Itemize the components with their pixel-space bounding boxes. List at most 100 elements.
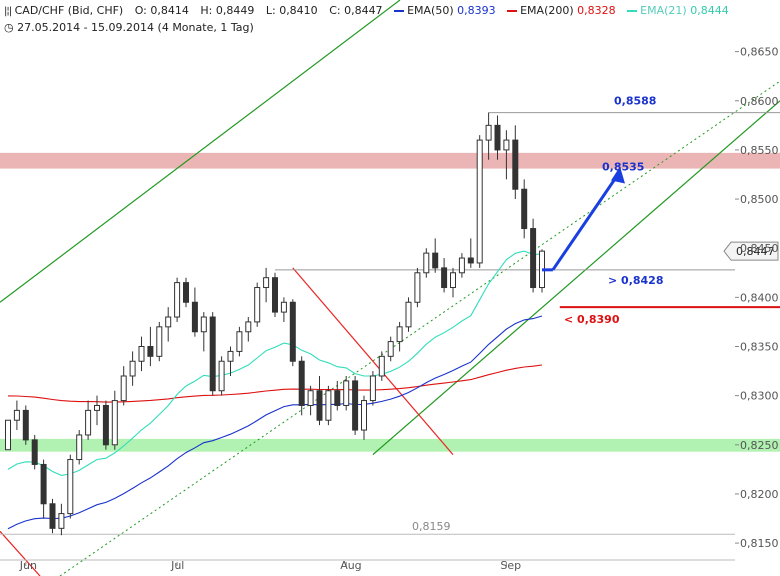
period-label: 27.05.2014 - 15.09.2014 (4 Monate, 1 Tag…: [17, 21, 254, 34]
high-label: 0,8588: [614, 95, 656, 108]
low-label: 0,8159: [412, 520, 451, 533]
ema50-label: EMA(50): [407, 4, 454, 17]
candle-body: [22, 409, 29, 441]
candle-body: [369, 375, 376, 402]
candle-body: [512, 139, 519, 190]
y-tick-label: 0,8350: [740, 341, 779, 354]
low-value: L: 0,8410: [265, 4, 318, 17]
ema50-value: 0,8393: [457, 4, 496, 17]
candle-body: [396, 326, 403, 343]
y-tick-label: 0,8500: [740, 193, 779, 206]
candle-body: [467, 257, 474, 264]
ema200-line: [7, 364, 543, 403]
candle-body: [325, 390, 332, 421]
candle-body: [138, 346, 145, 362]
resistance-zone: [0, 152, 780, 169]
candle-body: [361, 400, 367, 431]
candle-body: [530, 228, 537, 289]
candle-body: [423, 252, 430, 274]
target-arrow-head: [611, 166, 625, 184]
y-tick-label: 0,8650: [740, 46, 779, 59]
candle-body: [450, 272, 456, 289]
candle-body: [405, 301, 412, 328]
ema200-legend: EMA(200) 0,8328: [507, 4, 616, 17]
candle-body: [263, 277, 270, 289]
candle-body: [485, 124, 492, 141]
downtrend-line: [292, 267, 454, 456]
candle-body: [307, 390, 314, 406]
symbol-label: CAD/CHF (Bid, CHF): [14, 4, 124, 17]
candle-body: [458, 257, 465, 274]
candle-body: [414, 272, 421, 303]
candle-body: [494, 124, 501, 151]
candle-body: [58, 513, 65, 529]
candle-body: [200, 316, 207, 333]
candle-body: [503, 139, 510, 151]
chart-header-quote: |¦| CAD/CHF (Bid, CHF) O: 0,8414 H: 0,84…: [4, 4, 729, 17]
target-arrow: [551, 173, 620, 271]
chart-type-icon: |¦|: [4, 6, 12, 17]
candle-body: [120, 375, 127, 402]
support-label: < 0,8390: [564, 313, 620, 326]
candle-body: [298, 360, 305, 406]
upper-trend-channel-line: [0, 0, 401, 303]
candle-body: [183, 282, 189, 303]
y-tick-label: 0,8300: [740, 390, 779, 403]
dotted-mid-channel-line: [59, 80, 780, 576]
high-value: H: 0,8449: [200, 4, 255, 17]
candle-body: [129, 360, 136, 377]
y-tick-label: 0,8150: [740, 537, 779, 550]
breakout-label: > 0,8428: [608, 274, 664, 287]
candle-body: [147, 346, 154, 357]
candle-body: [165, 316, 172, 328]
candle-body: [76, 434, 83, 461]
candle-body: [85, 409, 92, 436]
target-label: 0,8535: [602, 161, 644, 174]
candle-body: [539, 250, 545, 289]
candle-body: [334, 390, 341, 406]
candle-body: [387, 341, 394, 357]
ema200-value: 0,8328: [577, 4, 616, 17]
candle-body: [227, 350, 234, 362]
candle-body: [67, 459, 74, 515]
last-price-label: 0,8447: [736, 245, 775, 258]
x-tick-label: Sep: [500, 559, 521, 572]
candle-body: [272, 277, 278, 313]
candle-body: [245, 321, 252, 333]
ema21-label: EMA(21): [640, 4, 687, 17]
open-value: O: 0,8414: [134, 4, 189, 17]
downtrend-line-left: [0, 530, 41, 576]
candle-body: [31, 439, 38, 465]
last-price-tag: [723, 241, 779, 261]
candle-body: [218, 360, 225, 392]
candle-body: [209, 316, 216, 392]
ema21-legend: EMA(21) 0,8444: [627, 4, 729, 17]
candle-body: [521, 188, 528, 230]
ema21-line: [7, 250, 543, 476]
candle-body: [102, 404, 109, 446]
candle-body: [289, 301, 296, 362]
candle-body: [191, 301, 198, 333]
candle-body: [236, 331, 243, 352]
ema50-legend: EMA(50) 0,8393: [394, 4, 496, 17]
candle-body: [5, 419, 11, 451]
ema21-value: 0,8444: [690, 4, 729, 17]
candle-body: [94, 404, 100, 411]
candle-body: [352, 380, 359, 431]
lower-trend-channel-line: [372, 100, 780, 456]
y-tick-label: 0,8600: [740, 95, 779, 108]
candle-body: [13, 409, 20, 421]
candle-body: [441, 267, 448, 289]
candle-body: [316, 390, 323, 421]
close-value: C: 0,8447: [329, 4, 383, 17]
candle-body: [432, 252, 439, 269]
candle-body: [156, 326, 163, 357]
x-tick-label: Jun: [19, 559, 37, 572]
x-tick-label: Jul: [170, 559, 184, 572]
y-tick-label: 0,8250: [740, 439, 779, 452]
y-tick-label: 0,8400: [740, 291, 779, 304]
chart-header-period: ◷ 27.05.2014 - 15.09.2014 (4 Monate, 1 T…: [4, 21, 254, 34]
candle-body: [476, 139, 483, 264]
ema200-label: EMA(200): [520, 4, 574, 17]
